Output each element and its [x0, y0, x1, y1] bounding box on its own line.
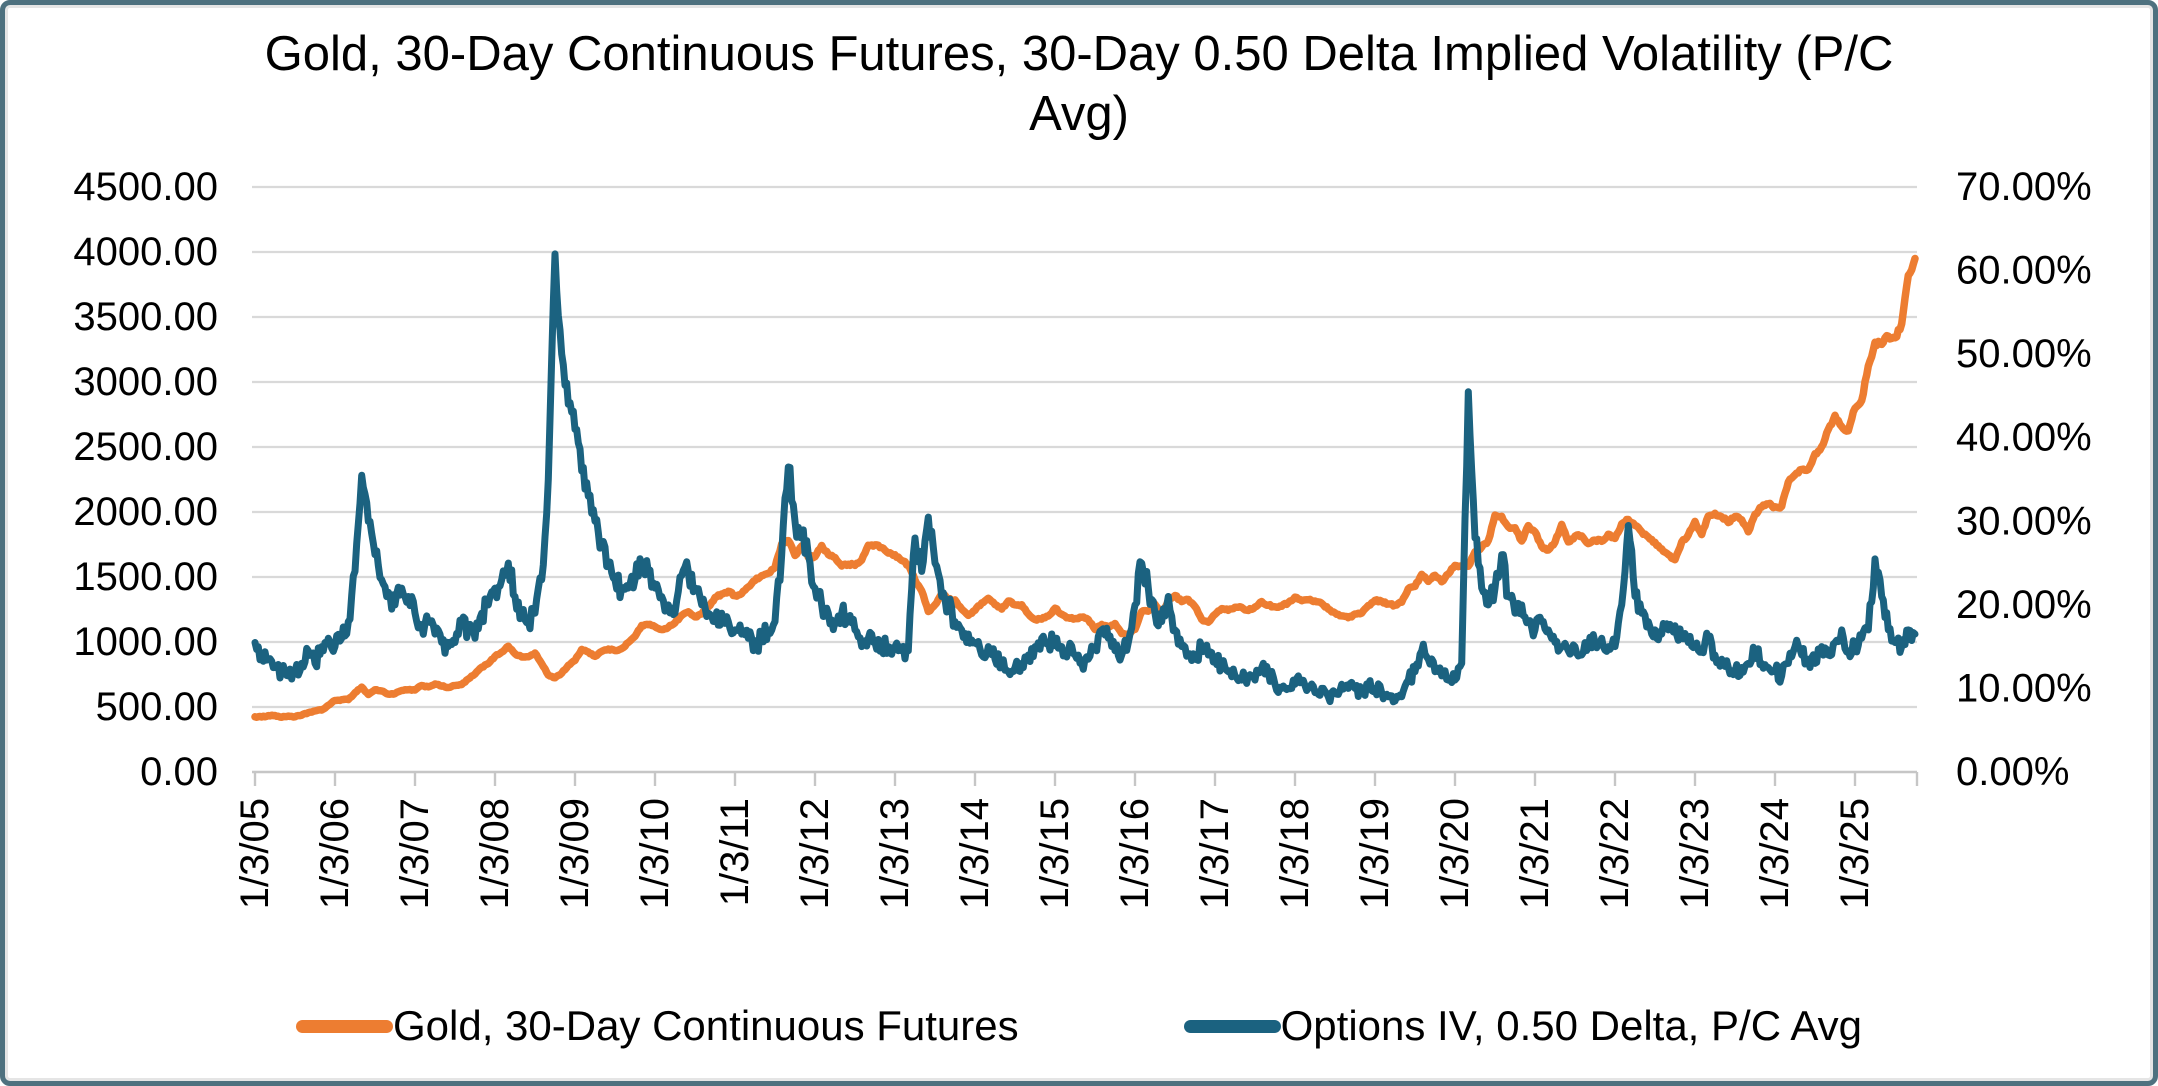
y-left-tick-label: 1500.00: [73, 555, 218, 599]
x-tick-label: 1/3/11: [713, 798, 757, 906]
legend-swatch-gold-icon: [295, 1019, 393, 1033]
y-right-tick-label: 20.00%: [1956, 583, 2092, 627]
x-tick-label: 1/3/18: [1273, 798, 1317, 909]
x-tick-label: 1/3/05: [233, 798, 277, 909]
legend-label-iv: Options IV, 0.50 Delta, P/C Avg: [1280, 1002, 1862, 1049]
x-tick-label: 1/3/19: [1353, 798, 1397, 909]
legend-label-gold: Gold, 30-Day Continuous Futures: [392, 1002, 1019, 1049]
x-tick-label: 1/3/08: [473, 798, 517, 909]
x-tick-label: 1/3/20: [1433, 798, 1477, 909]
y-right-tick-label: 30.00%: [1956, 499, 2092, 543]
x-tick-label: 1/3/24: [1753, 798, 1797, 909]
y-left-tick-label: 4500.00: [73, 165, 218, 209]
y-left-tick-label: 3000.00: [73, 360, 218, 404]
x-tick-label: 1/3/21: [1513, 798, 1557, 909]
x-tick-label: 1/3/12: [793, 798, 837, 909]
y-right-tick-label: 60.00%: [1956, 249, 2092, 293]
x-tick-label: 1/3/14: [953, 798, 997, 909]
x-tick-label: 1/3/07: [393, 798, 437, 909]
x-tick-label: 1/3/22: [1593, 798, 1637, 909]
x-tick-label: 1/3/17: [1193, 798, 1237, 909]
y-left-tick-label: 2000.00: [73, 490, 218, 534]
x-tick-label: 1/3/13: [873, 798, 917, 909]
y-left-tick-label: 1000.00: [73, 620, 218, 664]
x-tick-label: 1/3/23: [1673, 798, 1717, 909]
y-right-tick-label: 0.00%: [1956, 750, 2069, 794]
x-tick-label: 1/3/25: [1833, 798, 1877, 909]
legend-swatch-iv-icon: [1183, 1019, 1281, 1033]
legend: Gold, 30-Day Continuous Futures Options …: [0, 1002, 2158, 1050]
y-right-tick-label: 40.00%: [1956, 416, 2092, 460]
iv-series-line: [251, 250, 1919, 706]
chart-title: Gold, 30-Day Continuous Futures, 30-Day …: [0, 24, 2158, 144]
legend-item-iv: Options IV, 0.50 Delta, P/C Avg: [1183, 1002, 1862, 1050]
x-tick-label: 1/3/09: [553, 798, 597, 909]
legend-item-gold: Gold, 30-Day Continuous Futures: [295, 1002, 1019, 1050]
y-right-tick-label: 50.00%: [1956, 332, 2092, 376]
y-right-tick-label: 70.00%: [1956, 165, 2092, 209]
x-tick-label: 1/3/16: [1113, 798, 1157, 909]
y-left-tick-label: 4000.00: [73, 230, 218, 274]
y-right-tick-label: 10.00%: [1956, 666, 2092, 710]
y-left-tick-label: 500.00: [96, 685, 218, 729]
x-tick-label: 1/3/15: [1033, 798, 1077, 909]
x-tick-label: 1/3/10: [633, 798, 677, 909]
y-left-tick-label: 0.00: [140, 750, 218, 794]
gold-series-line: [251, 254, 1919, 722]
y-left-tick-label: 3500.00: [73, 295, 218, 339]
chart-title-line-2: Avg): [1029, 87, 1129, 141]
y-left-tick-label: 2500.00: [73, 425, 218, 469]
chart-title-line-1: Gold, 30-Day Continuous Futures, 30-Day …: [264, 27, 1894, 81]
x-tick-label: 1/3/06: [313, 798, 357, 909]
